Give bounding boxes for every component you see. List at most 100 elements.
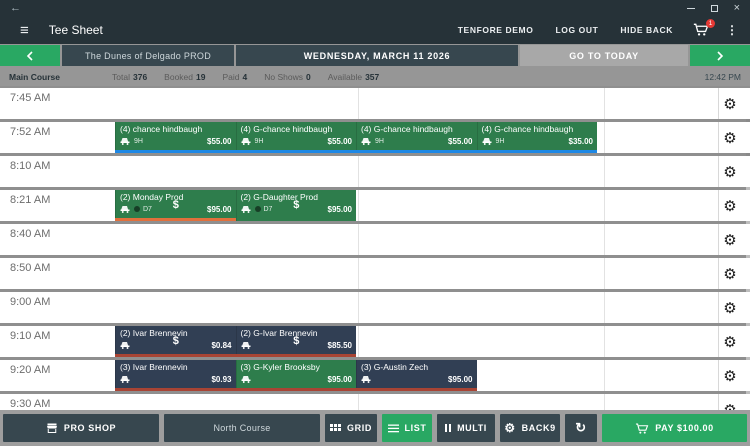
cell-divider <box>358 224 359 255</box>
booking-price: $95.00 <box>327 374 352 384</box>
booking-name: (2) Ivar Brennevin <box>120 328 188 338</box>
log-out-link[interactable]: LOG OUT <box>555 25 599 35</box>
next-day-button[interactable] <box>690 45 750 66</box>
booking-block[interactable]: (3) Ivar Brennevin $0.93 <box>115 360 236 391</box>
row-settings-gear-icon[interactable]: ⚙ <box>723 401 737 411</box>
tee-sheet-grid: 7:45 AM ⚙ 7:52 AM (4) chance hindbaugh 9H $55… <box>0 86 750 410</box>
gear-icon: ⚙ <box>504 421 516 435</box>
booking-status-underline <box>115 150 597 153</box>
booking-block[interactable]: (4) G-chance hindbaugh 9H $55.00 <box>235 122 356 153</box>
go-to-today-button[interactable]: GO TO TODAY <box>520 45 688 66</box>
close-icon[interactable]: × <box>733 1 740 14</box>
tenfore-demo-link[interactable]: TENFORE DEMO <box>457 25 534 35</box>
tee-time-row[interactable]: 7:52 AM (4) chance hindbaugh 9H $55.00 (4) G… <box>0 122 750 153</box>
booking-block[interactable]: (4) G-chance hindbaugh 9H $35.00 <box>476 122 597 153</box>
tee-time-row[interactable]: 9:00 AM ⚙ <box>0 292 750 323</box>
back-arrow-icon[interactable]: ← <box>10 1 21 14</box>
paid-dollar-indicator: $ <box>172 335 179 347</box>
booking-price: $35.00 <box>568 136 593 146</box>
booking-price: $0.84 <box>211 340 232 350</box>
booking-details: D7 $95.00 <box>241 200 352 218</box>
page-title: Tee Sheet <box>48 23 103 37</box>
hide-back-link[interactable]: HIDE BACK <box>620 25 673 35</box>
cell-divider <box>358 326 359 357</box>
chevron-left-icon <box>26 50 33 61</box>
multi-select-button[interactable]: MULTI <box>437 414 495 442</box>
gear-column-divider <box>718 360 719 391</box>
tee-time-row[interactable]: 7:45 AM ⚙ <box>0 88 750 119</box>
tee-time-row[interactable]: 9:10 AM (2) Ivar Brennevin $ $0.84 (2) G-Iva… <box>0 326 750 357</box>
paid-dollar-indicator: $ <box>172 199 179 211</box>
tee-time-label: 9:00 AM <box>10 296 51 308</box>
cell-divider <box>604 326 605 357</box>
restore-icon[interactable] <box>710 4 718 12</box>
booking-price: $95.00 <box>448 374 473 384</box>
row-settings-gear-icon[interactable]: ⚙ <box>723 129 737 147</box>
tee-time-row[interactable]: 8:10 AM ⚙ <box>0 156 750 187</box>
list-view-button[interactable]: LIST <box>382 414 432 442</box>
tee-time-label: 8:40 AM <box>10 228 51 240</box>
row-settings-gear-icon[interactable]: ⚙ <box>723 197 737 215</box>
booking-block[interactable]: (4) chance hindbaugh 9H $55.00 <box>115 122 236 153</box>
kebab-menu-icon[interactable]: ⋮ <box>726 23 738 37</box>
tee-time-row[interactable]: 8:21 AM (2) Monday Prod $ D7 $95.00 (2) G-Dau… <box>0 190 750 221</box>
hamburger-menu-icon[interactable]: ≡ <box>20 21 29 39</box>
cell-divider <box>604 394 605 410</box>
cart-icon <box>636 423 649 434</box>
back9-button[interactable]: ⚙ BACK9 <box>500 414 560 442</box>
booking-block[interactable]: (2) G-Ivar Brennevin $ $85.50 <box>235 326 356 357</box>
row-settings-gear-icon[interactable]: ⚙ <box>723 95 737 113</box>
course-tab-main-course[interactable]: Main Course <box>9 71 61 82</box>
booking-name: (3) Ivar Brennevin <box>120 362 188 372</box>
course-select-button[interactable]: North Course <box>164 414 320 442</box>
pay-button[interactable]: PAY $100.00 <box>602 414 747 442</box>
booking-price: $55.00 <box>448 136 473 146</box>
grid-view-button[interactable]: GRID <box>325 414 377 442</box>
tee-time-label: 7:52 AM <box>10 126 51 138</box>
tee-time-label: 9:20 AM <box>10 364 51 376</box>
current-date-button[interactable]: WEDNESDAY, MARCH 11 2026 <box>236 45 518 66</box>
minimize-icon[interactable] <box>686 7 695 9</box>
previous-day-button[interactable] <box>0 45 60 66</box>
tee-time-row[interactable]: 8:50 AM ⚙ <box>0 258 750 289</box>
booking-details: 9H $35.00 <box>482 132 593 150</box>
cell-divider <box>604 156 605 187</box>
tee-time-row[interactable]: 9:20 AM (3) Ivar Brennevin $0.93 (3) G-Kyle… <box>0 360 750 391</box>
stats-bar: Main Course Total 376 Booked 19 Paid 4 No S… <box>0 67 750 86</box>
row-settings-gear-icon[interactable]: ⚙ <box>723 367 737 385</box>
stat-total: Total 376 <box>112 71 148 82</box>
row-settings-gear-icon[interactable]: ⚙ <box>723 231 737 249</box>
cell-divider <box>358 258 359 289</box>
golf-cart-icon <box>361 370 372 388</box>
golf-cart-icon <box>120 132 131 150</box>
tee-time-row[interactable]: 9:30 AM ⚙ <box>0 394 750 410</box>
golf-cart-icon <box>241 200 252 218</box>
booking-block[interactable]: (3) G-Austin Zech $95.00 <box>356 360 477 391</box>
row-settings-gear-icon[interactable]: ⚙ <box>723 265 737 283</box>
shopping-cart-icon[interactable]: 1 <box>693 19 715 37</box>
stat-booked: Booked 19 <box>164 71 206 82</box>
paid-dollar-indicator: $ <box>293 335 300 347</box>
row-settings-gear-icon[interactable]: ⚙ <box>723 163 737 181</box>
booking-price: $55.00 <box>207 136 232 146</box>
pro-shop-button[interactable]: PRO SHOP <box>3 414 159 442</box>
course-name-button[interactable]: The Dunes of Delgado PROD <box>62 45 234 66</box>
booking-block[interactable]: (2) Monday Prod $ D7 $95.00 <box>115 190 236 221</box>
tee-time-row[interactable]: 8:40 AM ⚙ <box>0 224 750 255</box>
booking-details: $95.00 <box>361 370 473 388</box>
booking-block[interactable]: (3) G-Kyler Brooksby $95.00 <box>235 360 356 391</box>
booking-name: (3) G-Austin Zech <box>361 362 429 372</box>
cell-divider <box>604 224 605 255</box>
refresh-button[interactable]: ↻ <box>565 414 597 442</box>
golf-cart-icon <box>120 206 130 213</box>
booking-block[interactable]: (4) G-chance hindbaugh 9H $55.00 <box>356 122 477 153</box>
booking-details: $0.84 <box>120 336 232 354</box>
row-settings-gear-icon[interactable]: ⚙ <box>723 299 737 317</box>
booking-block[interactable]: (2) Ivar Brennevin $ $0.84 <box>115 326 236 357</box>
window-titlebar: ← × <box>0 0 750 16</box>
booking-block[interactable]: (2) G-Daughter Prod $ D7 $95.00 <box>235 190 356 221</box>
cell-divider <box>358 190 359 221</box>
row-settings-gear-icon[interactable]: ⚙ <box>723 333 737 351</box>
cell-divider <box>604 258 605 289</box>
booking-details: D7 $95.00 <box>120 200 232 218</box>
